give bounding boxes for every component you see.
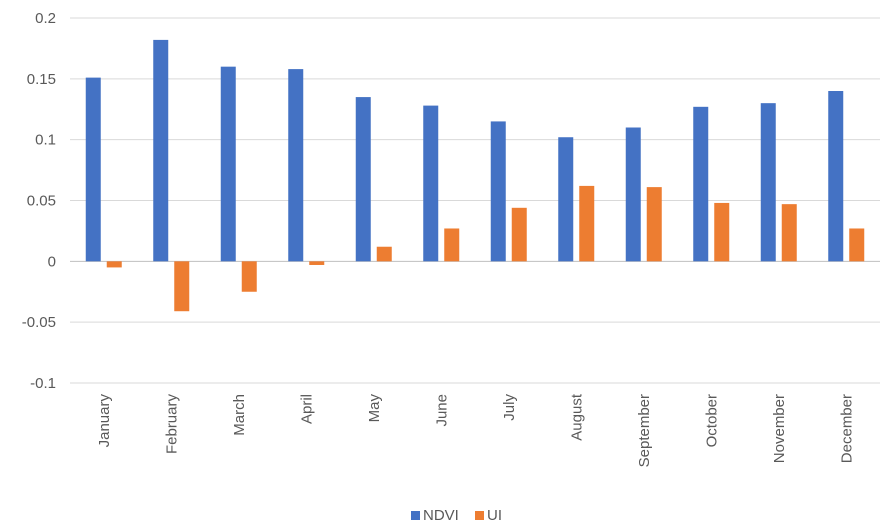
- bar-ndvi-june: [423, 105, 439, 262]
- x-tick-label: March: [231, 394, 248, 436]
- y-tick-label: -0.05: [22, 314, 56, 331]
- bar-ndvi-march: [220, 66, 236, 262]
- bar-ui-october: [714, 202, 730, 262]
- x-axis-tick-labels: January February March April May June July Augu…: [96, 393, 856, 467]
- y-tick-label: -0.1: [30, 375, 56, 392]
- legend-swatch-ui: [475, 511, 484, 520]
- bar-ui-december: [849, 228, 865, 262]
- bar-ndvi-october: [693, 106, 709, 262]
- bar-ui-june: [444, 228, 460, 262]
- x-tick-label: May: [366, 394, 383, 423]
- bar-ndvi-july: [490, 121, 506, 262]
- x-tick-label: August: [568, 393, 585, 441]
- legend-label-ndvi: NDVI: [423, 507, 459, 524]
- x-tick-label: September: [636, 394, 653, 467]
- x-tick-label: November: [771, 394, 788, 463]
- bar-ui-february: [174, 261, 190, 312]
- x-tick-label: December: [838, 394, 855, 463]
- bar-ndvi-january: [85, 77, 101, 262]
- bar-ndvi-august: [558, 137, 574, 262]
- bar-ndvi-november: [760, 103, 776, 262]
- y-tick-label: 0.05: [27, 193, 56, 210]
- bar-ui-september: [646, 187, 662, 262]
- legend: NDVI UI: [411, 507, 502, 524]
- gridlines: [70, 17, 880, 384]
- bar-ui-march: [241, 261, 257, 292]
- bar-ui-july: [511, 207, 527, 262]
- x-tick-label: January: [96, 394, 113, 448]
- bar-ndvi-december: [828, 91, 844, 262]
- bars: [85, 39, 865, 312]
- y-tick-label: 0.2: [35, 10, 56, 27]
- legend-label-ui: UI: [487, 507, 502, 524]
- bar-ui-november: [781, 204, 797, 262]
- y-axis-tick-labels: -0.1 -0.05 0 0.05 0.1 0.15 0.2: [22, 10, 56, 392]
- bar-ui-january: [106, 261, 122, 268]
- x-tick-label: October: [703, 394, 720, 447]
- bar-ui-august: [579, 185, 595, 262]
- x-tick-label: June: [433, 394, 450, 427]
- x-tick-label: July: [501, 394, 518, 421]
- bar-ndvi-may: [355, 97, 371, 262]
- legend-swatch-ndvi: [411, 511, 420, 520]
- bar-ndvi-april: [288, 69, 304, 262]
- bar-ndvi-february: [153, 39, 169, 262]
- bar-ui-may: [376, 246, 392, 262]
- y-tick-label: 0.1: [35, 132, 56, 149]
- bar-ui-april: [309, 261, 325, 265]
- x-tick-label: February: [163, 394, 180, 455]
- y-tick-label: 0.15: [27, 71, 56, 88]
- x-tick-label: April: [298, 394, 315, 424]
- bar-ndvi-september: [625, 127, 641, 262]
- y-tick-label: 0: [48, 253, 56, 270]
